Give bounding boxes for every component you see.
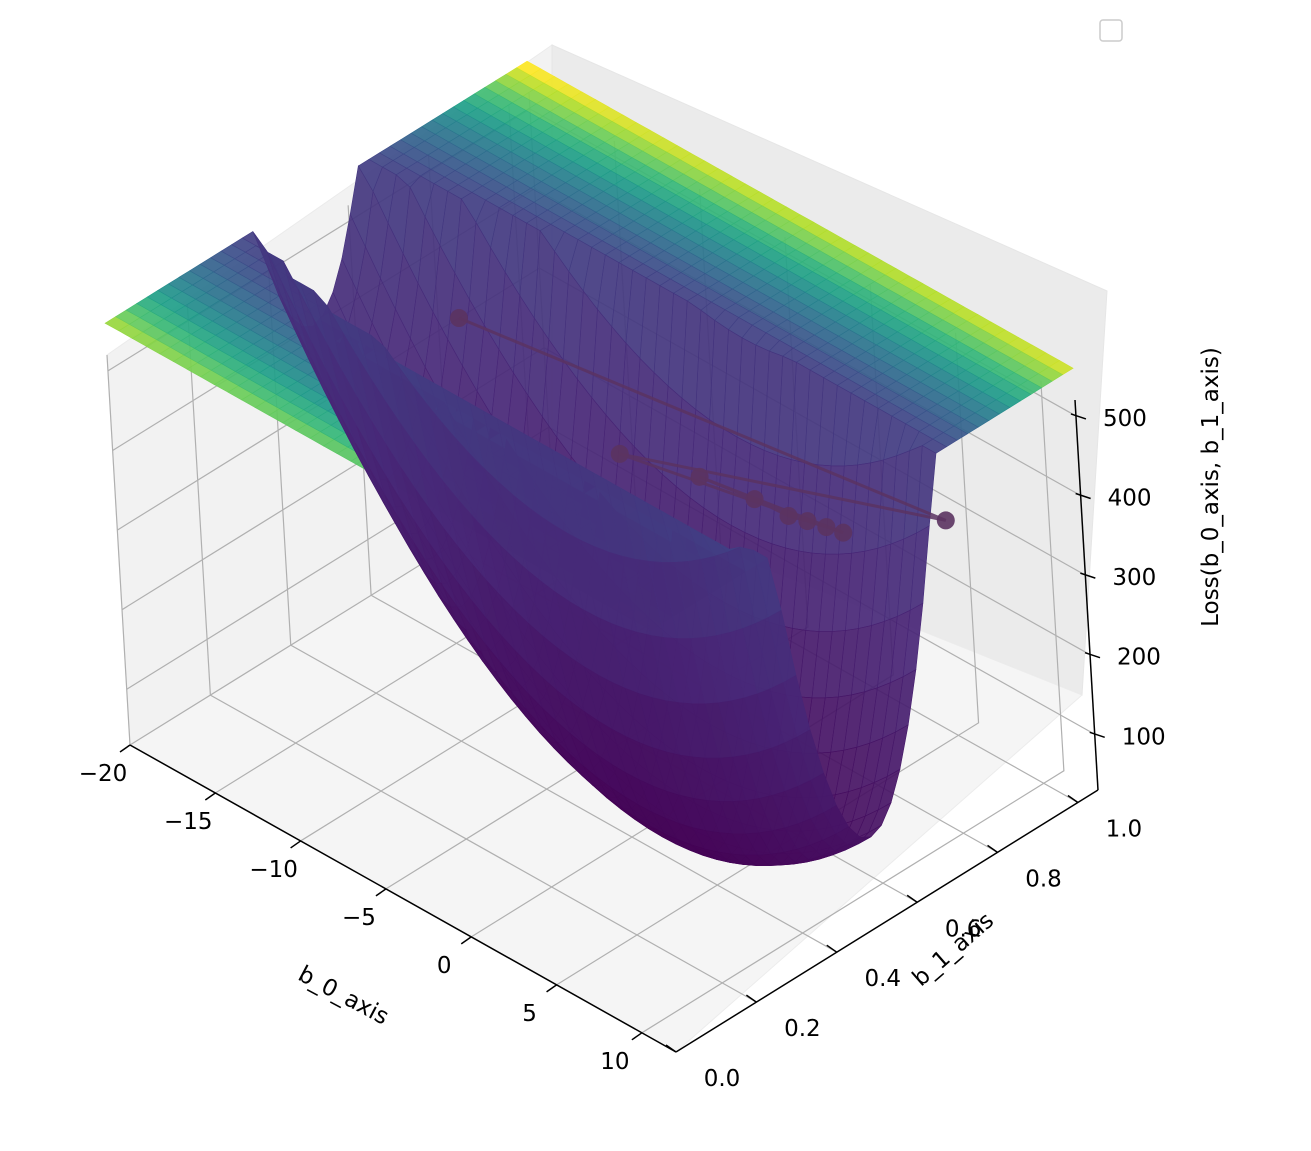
y-axis-line	[675, 789, 1099, 1053]
y-tick-label: 0.0	[704, 1066, 741, 1092]
x-tick	[375, 888, 387, 897]
z-tick	[1075, 492, 1091, 500]
path-point	[690, 467, 709, 486]
path-point	[449, 309, 468, 328]
x-tick-label: −15	[164, 809, 213, 835]
z-tick	[1070, 413, 1087, 420]
z-tick	[1080, 572, 1096, 579]
y-tick	[826, 944, 838, 953]
x-tick-label: −10	[249, 857, 298, 883]
path-point	[798, 512, 817, 531]
x-tick	[204, 792, 216, 801]
y-tick-label: 1.0	[1106, 816, 1143, 842]
path-point	[779, 506, 798, 525]
y-tick	[987, 844, 998, 853]
x-tick-label: 10	[600, 1049, 629, 1075]
x-tick-label: −5	[342, 905, 376, 931]
y-tick-label: 0.2	[784, 1016, 821, 1042]
z-tick-label: 300	[1112, 565, 1156, 591]
surface-patch	[835, 826, 861, 845]
x-tick	[119, 744, 131, 753]
x-axis-title: b_0_axis	[294, 961, 393, 1030]
y-tick-label: 0.6	[945, 916, 982, 942]
legend-box	[1099, 19, 1123, 42]
x-tick	[631, 1032, 643, 1041]
descent-path	[449, 309, 955, 542]
x-gridline	[556, 332, 980, 986]
z-tick-label: 500	[1103, 406, 1147, 432]
y-gridline	[186, 305, 757, 1003]
z-tick	[1084, 651, 1101, 659]
z-tick-label: 400	[1108, 486, 1152, 512]
x-tick	[290, 840, 302, 849]
y-tick	[1067, 794, 1079, 804]
axes: −20 −15 −10 −5 0 5 10 0.0 0.2 0.4 0.6 0.8 1.0 100 200 3…	[79, 399, 1166, 1092]
loss-surface	[104, 60, 1074, 866]
path-point	[936, 511, 955, 530]
path-point	[817, 518, 836, 537]
x-tick-label: 5	[522, 1001, 537, 1027]
y-tick	[745, 994, 757, 1003]
z-axis-line	[1074, 399, 1099, 791]
x-axis-line	[129, 744, 677, 1053]
y-tick	[906, 894, 918, 903]
z-tick-label: 100	[1122, 724, 1166, 750]
z-tick	[1089, 731, 1105, 738]
x-tick-label: −20	[79, 761, 128, 787]
x-gridline	[641, 380, 1065, 1034]
path-point	[834, 523, 853, 542]
z-tick-label: 200	[1117, 645, 1161, 671]
x-tick	[546, 984, 557, 993]
x-tick-label: 0	[437, 953, 452, 979]
path-point	[610, 444, 629, 463]
y-tick-label: 0.8	[1025, 866, 1062, 892]
x-tick	[460, 936, 472, 945]
z-axis-title: Loss(b_0_axis, b_1_axis)	[1198, 347, 1224, 627]
path-point	[745, 490, 764, 509]
y-tick-label: 0.4	[864, 966, 901, 992]
y-tick	[665, 1044, 677, 1053]
